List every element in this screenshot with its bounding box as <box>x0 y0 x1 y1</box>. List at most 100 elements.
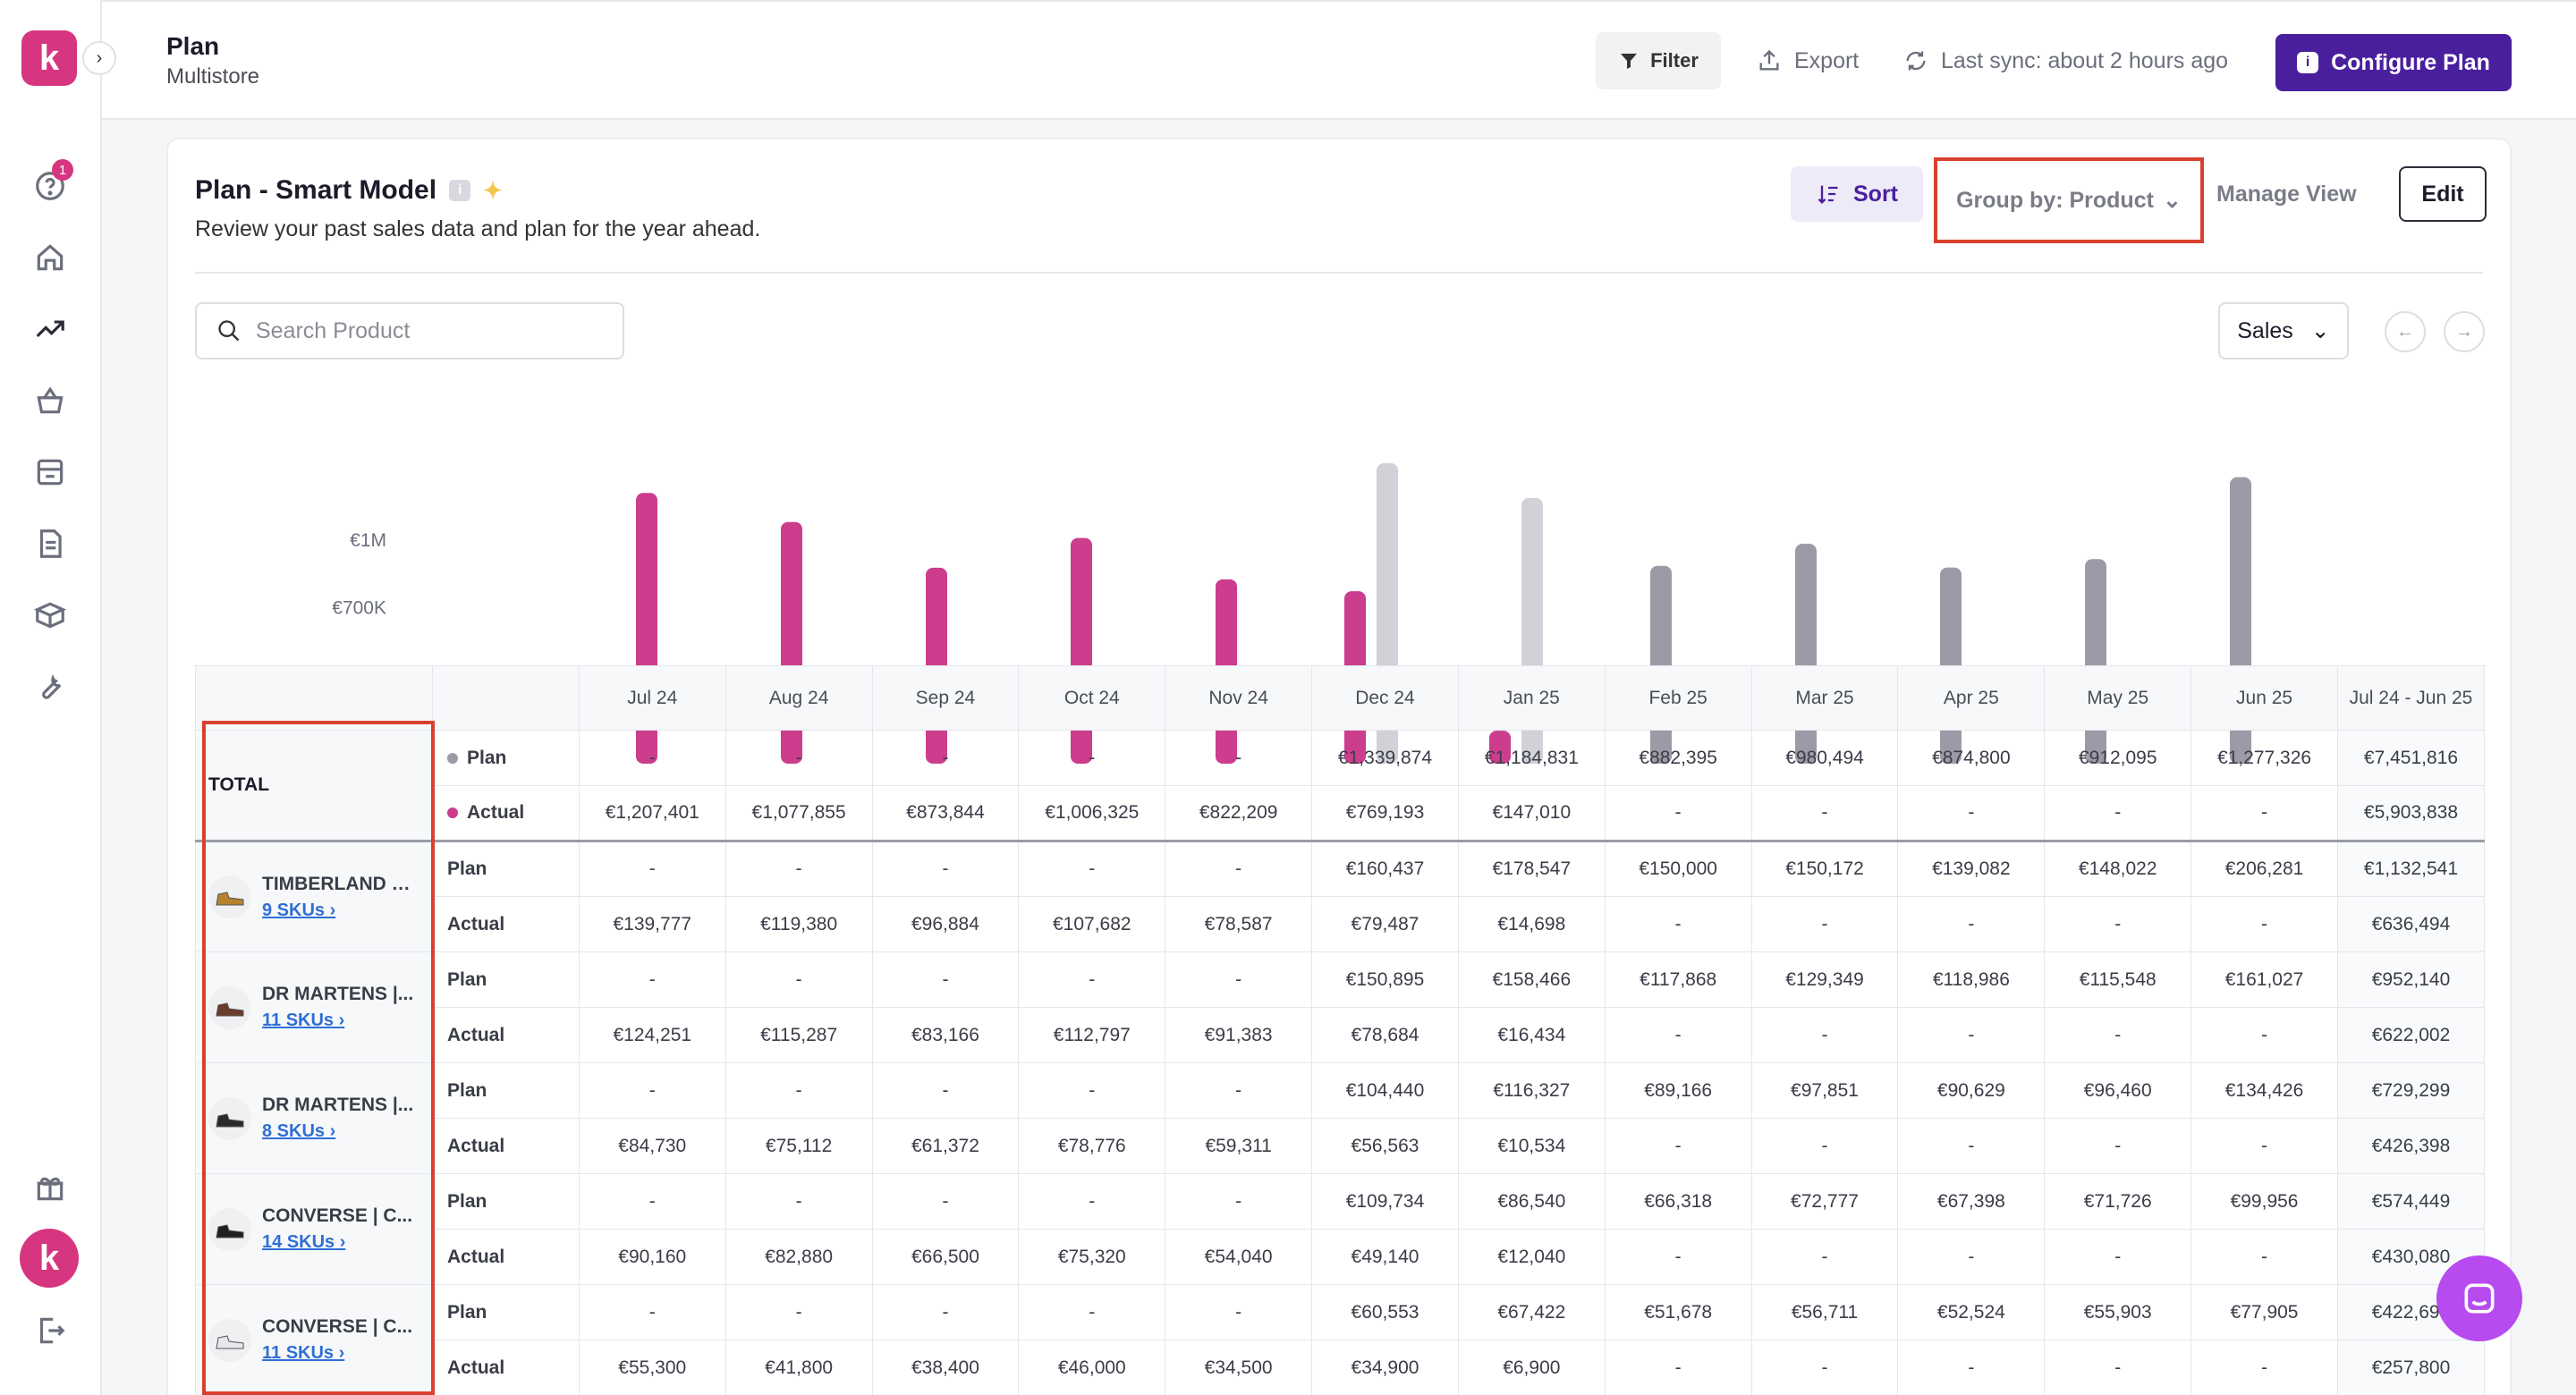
table-cell: €107,682 <box>1018 896 1166 952</box>
product-group-cell[interactable]: CONVERSE | C... 11 SKUs › <box>195 1284 433 1395</box>
column-header[interactable]: Dec 24 <box>1311 665 1459 731</box>
column-header[interactable]: Oct 24 <box>1018 665 1166 731</box>
table-cell: - <box>2044 1229 2192 1285</box>
table-cell: €426,398 <box>2336 1118 2486 1174</box>
table-cell: €622,002 <box>2336 1007 2486 1063</box>
gift-icon[interactable] <box>30 1168 70 1207</box>
product-name: TIMBERLAND | ... <box>262 873 414 894</box>
plan-card: Plan - Smart Model i ✦ Review your past … <box>166 138 2512 1395</box>
product-skus-link[interactable]: 11 SKUs › <box>262 1010 345 1030</box>
table-cell: €115,548 <box>2044 951 2192 1008</box>
shoe-icon <box>216 1223 244 1238</box>
product-name: DR MARTENS |... <box>262 1095 414 1115</box>
table-cell: €55,903 <box>2044 1284 2192 1340</box>
column-header[interactable]: Jul 24 <box>578 665 726 731</box>
info-icon[interactable]: i <box>449 180 471 201</box>
table-cell: €7,451,816 <box>2336 730 2486 786</box>
search-box[interactable] <box>195 302 624 359</box>
scroll-right-button[interactable]: → <box>2444 311 2485 352</box>
calendar-icon[interactable] <box>30 452 70 492</box>
user-avatar[interactable]: k <box>20 1229 79 1288</box>
wrench-icon[interactable] <box>30 667 70 706</box>
table-cell: €60,553 <box>1311 1284 1459 1340</box>
filter-button[interactable]: Filter <box>1596 32 1721 89</box>
header-cell-empty <box>195 665 433 731</box>
column-header[interactable]: Jun 25 <box>2190 665 2338 731</box>
table-cell: €16,434 <box>1457 1007 1606 1063</box>
sort-button[interactable]: Sort <box>1791 166 1923 222</box>
table-cell: €46,000 <box>1018 1340 1166 1395</box>
table-cell: €90,629 <box>1897 1062 2046 1119</box>
product-text: CONVERSE | C... 11 SKUs › <box>262 1316 412 1364</box>
table-row: TIMBERLAND | ... 9 SKUs › Plan - - - - - €160,43… <box>195 840 2486 952</box>
table-cell: - <box>1897 1007 2046 1063</box>
column-header[interactable]: Jul 24 - Jun 25 <box>2336 665 2486 731</box>
row-label: Plan <box>432 730 580 786</box>
table-cell: €952,140 <box>2336 951 2486 1008</box>
table-cell: - <box>724 1284 873 1340</box>
expand-sidebar-button[interactable]: › <box>82 41 116 75</box>
product-group-cell[interactable]: DR MARTENS |... 11 SKUs › <box>195 951 433 1063</box>
table-cell: - <box>724 730 873 786</box>
shoe-icon <box>216 892 244 906</box>
product-group-cell[interactable]: DR MARTENS |... 8 SKUs › <box>195 1062 433 1174</box>
home-icon[interactable] <box>30 238 70 277</box>
basket-icon[interactable] <box>30 381 70 420</box>
manage-view-button[interactable]: Manage View <box>2216 181 2357 207</box>
table-cell: - <box>871 840 1020 897</box>
product-group-cell[interactable]: CONVERSE | C... 14 SKUs › <box>195 1173 433 1285</box>
divider <box>195 272 2483 274</box>
column-header[interactable]: Apr 25 <box>1897 665 2046 731</box>
app-logo[interactable]: k <box>21 30 77 86</box>
product-skus-link[interactable]: 11 SKUs › <box>262 1343 345 1363</box>
logout-icon[interactable] <box>30 1311 70 1350</box>
column-header[interactable]: Aug 24 <box>724 665 873 731</box>
chat-button[interactable] <box>2436 1256 2522 1341</box>
table-cell: - <box>1897 1340 2046 1395</box>
product-text: CONVERSE | C... 14 SKUs › <box>262 1205 412 1253</box>
column-header[interactable]: Mar 25 <box>1750 665 1899 731</box>
document-icon[interactable] <box>30 524 70 563</box>
sync-status[interactable]: Last sync: about 2 hours ago <box>1903 32 2228 89</box>
column-header[interactable]: Feb 25 <box>1604 665 1752 731</box>
edit-button[interactable]: Edit <box>2399 166 2487 222</box>
chat-icon <box>2464 1283 2495 1314</box>
column-header[interactable]: Nov 24 <box>1165 665 1313 731</box>
table-cell: €10,534 <box>1457 1118 1606 1174</box>
product-group-cell[interactable]: TIMBERLAND | ... 9 SKUs › <box>195 840 433 952</box>
trending-icon[interactable] <box>30 309 70 349</box>
table-cell: €161,027 <box>2190 951 2338 1008</box>
table-cell: €56,563 <box>1311 1118 1459 1174</box>
product-name: CONVERSE | C... <box>262 1316 413 1337</box>
product-thumbnail <box>208 985 251 1029</box>
package-icon[interactable] <box>30 596 70 635</box>
product-skus-link[interactable]: 9 SKUs › <box>262 900 336 920</box>
help-icon[interactable] <box>30 166 70 206</box>
row-label: Plan <box>432 1284 580 1340</box>
row-label: Plan <box>432 1173 580 1230</box>
table-cell: €912,095 <box>2044 730 2192 786</box>
table-cell: €134,426 <box>2190 1062 2338 1119</box>
metric-select[interactable]: Sales ⌄ <box>2218 302 2349 359</box>
table-cell: €257,800 <box>2336 1340 2486 1395</box>
table-cell: - <box>1897 1118 2046 1174</box>
column-header[interactable]: Jan 25 <box>1457 665 1606 731</box>
table-cell: €822,209 <box>1165 785 1313 841</box>
table-row: Actual €124,251 €115,287 €83,166 €112,797 €91… <box>196 1007 2486 1063</box>
scroll-left-button[interactable]: ← <box>2385 311 2426 352</box>
sync-label: Last sync: about 2 hours ago <box>1941 47 2229 73</box>
table-cell: €66,318 <box>1604 1173 1752 1230</box>
row-label: Plan <box>432 1062 580 1119</box>
product-cell: DR MARTENS |... 8 SKUs › <box>208 1095 432 1142</box>
product-thumbnail <box>208 1318 251 1362</box>
page-subtitle: Multistore <box>166 64 260 89</box>
product-skus-link[interactable]: 14 SKUs › <box>262 1232 346 1252</box>
table-cell: - <box>578 1173 726 1230</box>
column-header[interactable]: May 25 <box>2044 665 2192 731</box>
configure-plan-button[interactable]: i Configure Plan <box>2275 34 2512 91</box>
column-header[interactable]: Sep 24 <box>871 665 1020 731</box>
export-button[interactable]: Export <box>1757 32 1859 89</box>
group-by-dropdown[interactable]: Group by: Product ⌄ <box>1934 157 2204 243</box>
product-skus-link[interactable]: 8 SKUs › <box>262 1121 336 1141</box>
search-input[interactable] <box>256 317 596 344</box>
